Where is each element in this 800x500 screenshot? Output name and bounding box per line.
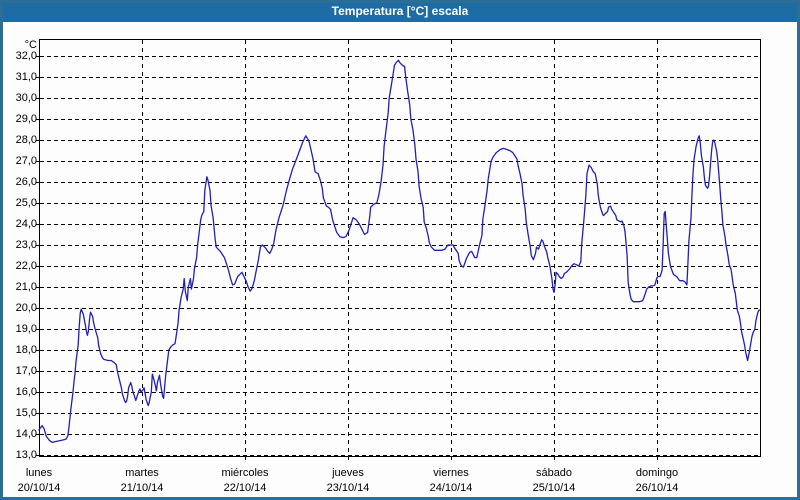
x-tick-date-label: 22/10/14	[223, 482, 267, 494]
y-tick-label: 22,0	[15, 260, 37, 272]
y-axis-unit-label: °C	[24, 39, 37, 51]
plot-frame	[39, 39, 761, 457]
temperature-line	[38, 59, 761, 444]
y-tick-label: 26,0	[15, 176, 37, 188]
y-tick-label: 21,0	[15, 281, 37, 293]
y-tick-label: 20,0	[15, 302, 37, 314]
y-tick-label: 13,0	[15, 449, 37, 461]
y-tick-label: 31,0	[15, 71, 37, 83]
y-tick-label: 29,0	[15, 113, 37, 125]
x-tick-date-label: 24/10/14	[429, 482, 473, 494]
x-tick-day-label: miércoles	[221, 467, 269, 479]
x-tick-day-label: sábado	[535, 467, 573, 479]
y-tick-label: 15,0	[15, 407, 37, 419]
x-tick-date-label: 20/10/14	[17, 482, 61, 494]
y-tick-label: 19,0	[15, 323, 37, 335]
x-tick-day-label: martes	[125, 467, 159, 479]
y-tick-label: 23,0	[15, 239, 37, 251]
x-tick-date-label: 21/10/14	[120, 482, 164, 494]
x-tick-day-label: lunes	[25, 467, 53, 479]
window-title: Temperatura [°C] escala	[331, 4, 469, 18]
x-tick-date-label: 23/10/14	[326, 482, 370, 494]
y-tick-label: 17,0	[15, 365, 37, 377]
window-titlebar[interactable]: Temperatura [°C] escala	[0, 0, 800, 22]
y-tick-label: 18,0	[15, 344, 37, 356]
x-tick-date-label: 25/10/14	[532, 482, 576, 494]
y-tick-label: 16,0	[15, 386, 37, 398]
x-tick-day-label: jueves	[332, 467, 364, 479]
x-tick-date-label: 26/10/14	[635, 482, 679, 494]
y-tick-label: 32,0	[15, 50, 37, 62]
y-tick-label: 14,0	[15, 428, 37, 440]
y-tick-label: 30,0	[15, 92, 37, 104]
y-tick-label: 24,0	[15, 218, 37, 230]
y-tick-label: 28,0	[15, 134, 37, 146]
y-tick-label: 25,0	[15, 197, 37, 209]
y-tick-label: 27,0	[15, 155, 37, 167]
x-tick-day-label: domingo	[635, 467, 679, 479]
x-tick-day-label: viernes	[433, 467, 469, 479]
